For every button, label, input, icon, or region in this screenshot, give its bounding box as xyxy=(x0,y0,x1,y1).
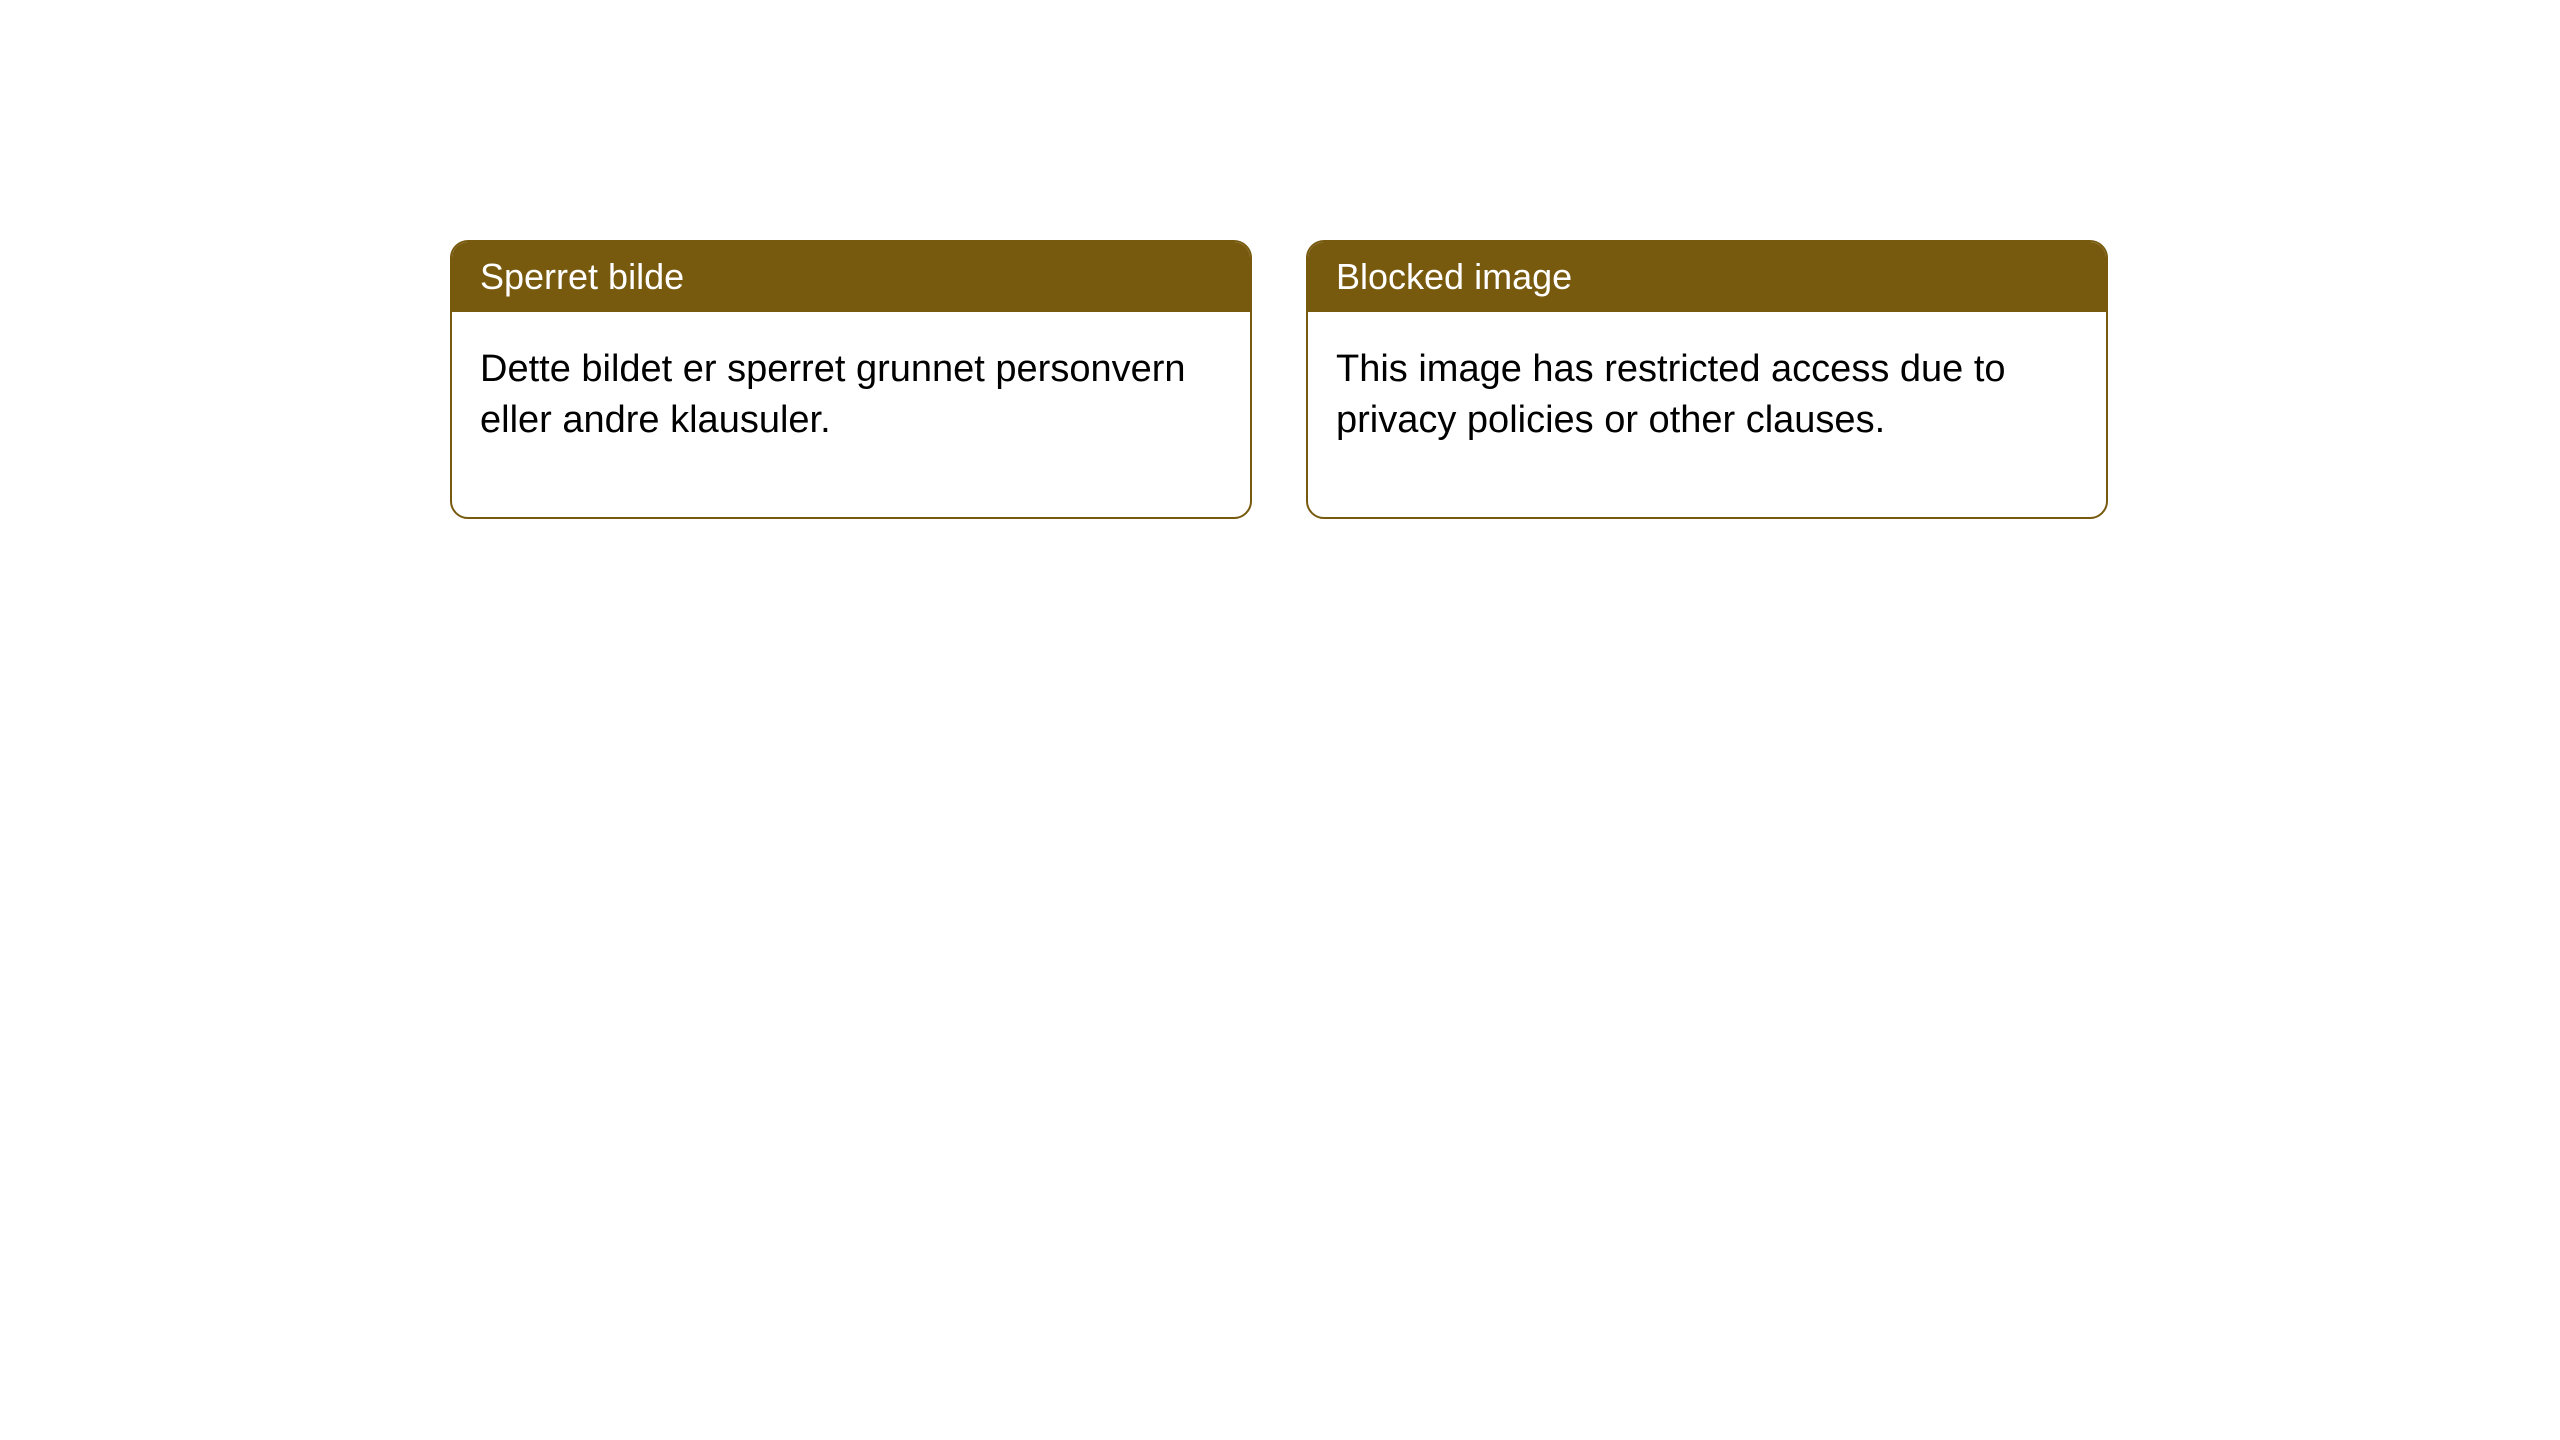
notice-card-english: Blocked image This image has restricted … xyxy=(1306,240,2108,519)
notice-title: Sperret bilde xyxy=(480,256,684,297)
notice-text: This image has restricted access due to … xyxy=(1336,348,2006,441)
notice-header: Sperret bilde xyxy=(452,242,1250,312)
notice-title: Blocked image xyxy=(1336,256,1572,297)
notice-text: Dette bildet er sperret grunnet personve… xyxy=(480,348,1186,441)
notice-body: Dette bildet er sperret grunnet personve… xyxy=(452,312,1250,517)
notice-header: Blocked image xyxy=(1308,242,2106,312)
notice-card-norwegian: Sperret bilde Dette bildet er sperret gr… xyxy=(450,240,1252,519)
notice-container: Sperret bilde Dette bildet er sperret gr… xyxy=(450,240,2108,519)
notice-body: This image has restricted access due to … xyxy=(1308,312,2106,517)
